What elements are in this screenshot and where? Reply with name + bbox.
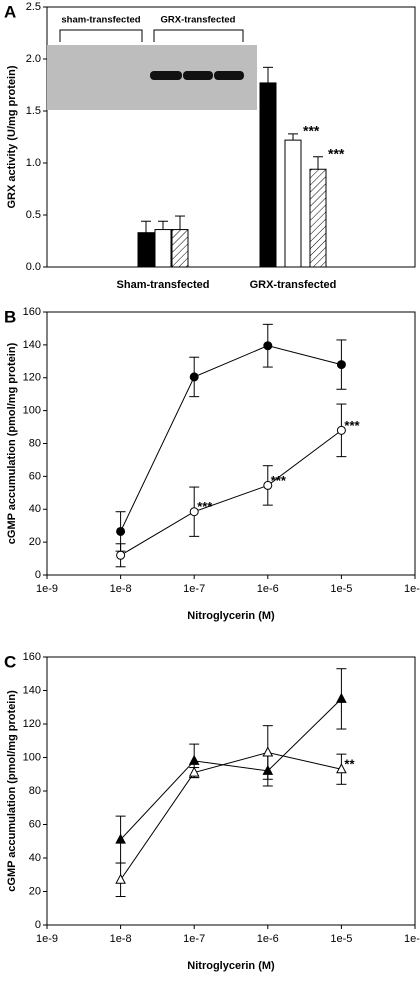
significance-label: ** — [344, 757, 355, 772]
x-tick-label: 1e-6 — [257, 583, 279, 595]
y-tick-label: 0 — [35, 919, 41, 931]
marker — [336, 425, 346, 435]
series-line — [120, 429, 342, 556]
marker — [336, 360, 346, 370]
x-tick-label: 1e-5 — [330, 583, 352, 595]
bar — [284, 139, 302, 268]
x-tick-label: 1e-7 — [183, 583, 205, 595]
blot-band — [150, 71, 182, 80]
x-tick-label: 1e-4 — [404, 583, 420, 595]
y-tick-label: 140 — [23, 684, 41, 696]
bar — [259, 82, 277, 268]
y-axis-label: cGMP accumulation (pmol/mg protein) — [6, 342, 18, 544]
y-tick-label: 120 — [23, 372, 41, 384]
marker — [189, 507, 199, 517]
x-tick-label: 1e-7 — [183, 933, 205, 945]
marker — [262, 746, 274, 757]
x-tick-label: 1e-8 — [110, 583, 132, 595]
y-tick-label: 2.5 — [26, 1, 41, 13]
bar — [154, 229, 172, 268]
plot-frame — [46, 311, 416, 576]
x-tick-label: 1e-8 — [110, 933, 132, 945]
y-tick-label: 160 — [23, 306, 41, 318]
x-tick-label: 1e-4 — [404, 933, 420, 945]
marker — [188, 766, 200, 777]
blot-label: GRX-transfected — [161, 15, 236, 26]
panel-label: A — [4, 2, 16, 21]
plot-frame — [46, 656, 416, 926]
x-tick-label: 1e-9 — [36, 583, 58, 595]
x-axis-label: Nitroglycerin (M) — [187, 960, 275, 972]
x-tick-label: GRX-transfected — [250, 279, 337, 291]
x-tick-label: 1e-6 — [257, 933, 279, 945]
y-tick-label: 1.0 — [26, 157, 41, 169]
marker — [116, 526, 126, 536]
blot-label: sham-transfected — [61, 15, 140, 26]
series-line — [120, 751, 342, 881]
marker — [336, 692, 347, 703]
y-tick-label: 1.5 — [26, 105, 41, 117]
bar — [137, 232, 155, 268]
series-line — [120, 345, 342, 532]
y-axis-label: GRX activity (U/mg protein) — [6, 65, 18, 208]
y-tick-label: 80 — [29, 437, 41, 449]
y-tick-label: 100 — [23, 405, 41, 417]
panel-label: B — [4, 307, 16, 326]
y-tick-label: 140 — [23, 339, 41, 351]
x-axis-label: Nitroglycerin (M) — [187, 610, 275, 622]
y-tick-label: 160 — [23, 651, 41, 663]
marker — [336, 763, 347, 774]
marker — [263, 480, 273, 490]
significance-label: *** — [328, 145, 345, 161]
y-tick-label: 80 — [29, 785, 41, 797]
panel-label: C — [4, 652, 16, 671]
marker — [115, 833, 126, 844]
y-tick-label: 120 — [23, 718, 41, 730]
bar — [309, 168, 327, 268]
plot-frame — [46, 6, 416, 268]
significance-label: *** — [344, 418, 360, 433]
marker — [189, 372, 199, 382]
y-tick-label: 60 — [29, 818, 41, 830]
x-tick-label: Sham-transfected — [117, 279, 210, 291]
marker — [115, 873, 126, 884]
y-tick-label: 40 — [29, 503, 41, 515]
y-tick-label: 60 — [29, 470, 41, 482]
x-tick-label: 1e-5 — [330, 933, 352, 945]
marker — [188, 754, 200, 765]
y-tick-label: 0 — [35, 569, 41, 581]
y-tick-label: 0.5 — [26, 209, 41, 221]
y-tick-label: 100 — [23, 751, 41, 763]
blot-bracket — [153, 29, 244, 42]
y-tick-label: 0.0 — [26, 261, 41, 273]
blot-bracket — [59, 29, 143, 42]
significance-label: *** — [303, 123, 320, 139]
y-axis-label: cGMP accumulation (pmol/mg protein) — [6, 690, 18, 892]
y-tick-label: 20 — [29, 885, 41, 897]
bar — [171, 229, 189, 268]
marker — [116, 550, 126, 560]
x-tick-label: 1e-9 — [36, 933, 58, 945]
significance-label: *** — [271, 473, 287, 488]
blot-band — [214, 71, 244, 80]
series-line — [120, 698, 342, 840]
blot-band — [183, 71, 213, 80]
significance-label: *** — [197, 499, 213, 514]
y-tick-label: 20 — [29, 536, 41, 548]
marker — [263, 341, 273, 351]
y-tick-label: 2.0 — [26, 53, 41, 65]
y-tick-label: 40 — [29, 852, 41, 864]
